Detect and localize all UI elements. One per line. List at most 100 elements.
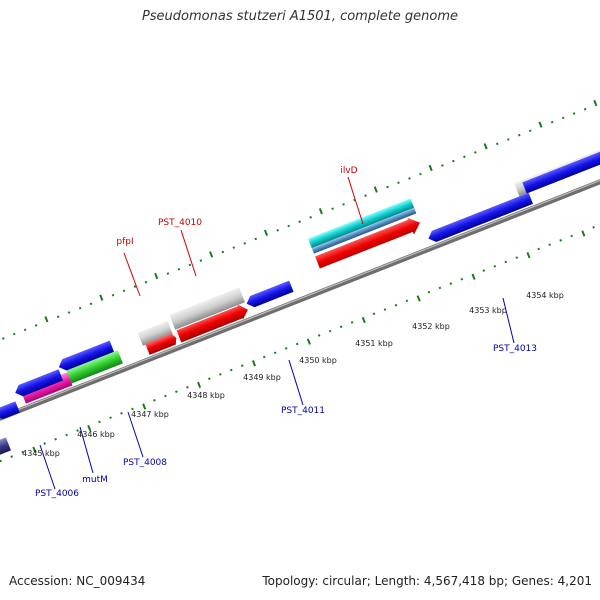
scale-major-tick	[318, 208, 323, 215]
scale-minor-tick	[199, 259, 203, 262]
scale-minor-tick	[441, 164, 444, 167]
scale-major-tick	[154, 272, 159, 280]
scale-minor-tick	[339, 325, 343, 329]
scale-label: 4345 kbp	[22, 449, 60, 458]
scale-minor-tick	[232, 246, 236, 249]
gene-pst4010-grey[interactable]	[169, 287, 246, 330]
gene-ilvD[interactable]	[314, 214, 423, 271]
scale-minor-tick	[166, 272, 170, 275]
scale-minor-tick	[262, 355, 266, 359]
scale-minor-tick	[43, 442, 46, 445]
scale-minor-tick	[98, 420, 101, 424]
scale-minor-tick	[419, 172, 422, 176]
scale-minor-tick	[331, 207, 334, 210]
gene-pst4013[interactable]	[426, 192, 533, 244]
gene-label-pst4006: PST_4006	[35, 489, 79, 499]
scale-minor-tick	[328, 329, 332, 333]
leader-pst4006	[39, 444, 56, 490]
scale-minor-tick	[583, 107, 587, 111]
scale-major-tick	[471, 273, 476, 280]
scale-major-tick	[581, 230, 586, 237]
scale-minor-tick	[342, 203, 345, 206]
scale-minor-tick	[482, 269, 486, 272]
scale-minor-tick	[559, 239, 562, 242]
gene-label-pst4011: PST_4011	[281, 406, 325, 416]
scale-minor-tick	[506, 138, 510, 141]
scale-minor-tick	[175, 390, 178, 393]
scale-minor-tick	[449, 282, 453, 285]
scale-minor-tick	[572, 112, 576, 115]
scale-minor-tick	[493, 264, 497, 268]
gene-label-pst4010: PST_4010	[158, 218, 202, 228]
gene-pst4005[interactable]	[0, 401, 20, 421]
scale-major-tick	[142, 403, 147, 410]
scale-minor-tick	[309, 216, 312, 219]
scale-minor-tick	[550, 120, 554, 124]
scale-minor-tick	[54, 437, 57, 441]
scale-minor-tick	[372, 312, 376, 316]
scale-major-tick	[538, 121, 543, 128]
scale-minor-tick	[298, 220, 301, 223]
scale-minor-tick	[276, 229, 280, 232]
leader-pst4010	[180, 229, 197, 277]
scale-minor-tick	[122, 289, 126, 293]
scale-minor-tick	[254, 237, 258, 241]
scale-major-tick	[99, 294, 104, 301]
gene-navy[interactable]	[0, 437, 12, 460]
genome-backbone	[0, 143, 600, 457]
scale-minor-tick	[120, 412, 123, 415]
scale-minor-tick	[133, 285, 137, 288]
scale-minor-tick	[273, 351, 277, 355]
scale-minor-tick	[111, 293, 115, 297]
gene-ilvD-cyan[interactable]	[308, 198, 415, 249]
scale-minor-tick	[243, 241, 247, 245]
gene-label-mutM: mutM	[82, 475, 108, 485]
scale-label: 4347 kbp	[131, 410, 169, 419]
scale-minor-tick	[144, 280, 148, 284]
scale-label: 4348 kbp	[187, 391, 225, 400]
gene-pfpI[interactable]	[145, 332, 178, 355]
scale-major-tick	[428, 164, 433, 172]
scale-minor-tick	[561, 116, 565, 120]
gene-ilvD-steel[interactable]	[311, 207, 417, 254]
scale-label: 4351 kbp	[355, 339, 393, 348]
scale-minor-tick	[592, 226, 595, 229]
gene-pst4008[interactable]	[66, 350, 123, 384]
scale-minor-tick	[515, 256, 519, 259]
scale-major-tick	[416, 295, 421, 302]
scale-label: 4346 kbp	[77, 430, 115, 439]
scale-minor-tick	[548, 243, 551, 246]
leader-ilvD	[347, 176, 364, 225]
gene-label-pst4013: PST_4013	[493, 344, 537, 354]
scale-minor-tick	[153, 399, 156, 402]
scale-minor-tick	[504, 260, 508, 264]
gene-pst4008-blue[interactable]	[57, 340, 115, 373]
gene-pfpI-grey[interactable]	[137, 321, 173, 346]
genome-summary-text: Topology: circular; Length: 4,567,418 bp…	[262, 574, 592, 588]
scale-label: 4352 kbp	[412, 322, 450, 331]
leader-pst4011	[288, 359, 304, 406]
gene-pst4010[interactable]	[176, 301, 251, 343]
gene-far-right-blue[interactable]	[522, 120, 600, 194]
scale-minor-tick	[537, 247, 541, 251]
scale-major-tick	[263, 229, 269, 236]
scale-major-tick	[32, 446, 37, 453]
scale-minor-tick	[397, 181, 400, 185]
scale-minor-tick	[186, 386, 189, 389]
scale-minor-tick	[460, 277, 464, 281]
gene-label-pst4008: PST_4008	[123, 458, 167, 468]
gene-pst4011[interactable]	[244, 280, 294, 310]
leader-mutM	[79, 426, 94, 474]
scale-minor-tick	[287, 224, 290, 228]
scale-minor-tick	[528, 129, 532, 133]
scale-minor-tick	[284, 347, 288, 350]
gene-pst4006[interactable]	[13, 369, 63, 398]
scale-minor-tick	[240, 364, 244, 368]
scale-major-tick	[373, 186, 378, 193]
scale-major-tick	[361, 316, 366, 324]
scale-minor-tick	[109, 416, 112, 419]
scale-minor-tick	[408, 177, 411, 180]
scale-minor-tick	[517, 133, 521, 137]
scale-label: 4349 kbp	[243, 373, 281, 382]
